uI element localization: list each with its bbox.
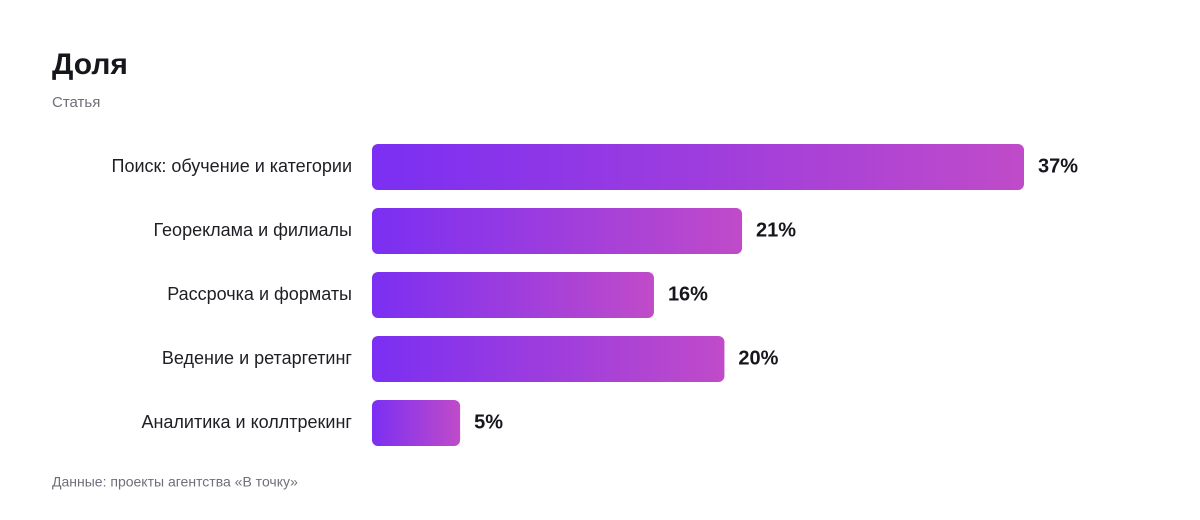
source-note: Данные: проекты агентства «В точку» bbox=[52, 474, 298, 490]
bar bbox=[372, 208, 743, 254]
category-label: Рассрочка и форматы bbox=[167, 284, 352, 304]
category-label: Ведение и ретаргетинг bbox=[162, 348, 353, 368]
value-label: 21% bbox=[756, 219, 796, 241]
value-label: 5% bbox=[474, 411, 503, 433]
bar bbox=[372, 144, 1024, 190]
value-label: 20% bbox=[738, 347, 778, 369]
bar bbox=[372, 272, 654, 318]
category-label: Геореклама и филиалы bbox=[154, 220, 353, 240]
bar bbox=[372, 336, 725, 382]
value-label: 16% bbox=[668, 283, 708, 305]
chart-subtitle: Статья bbox=[52, 94, 100, 111]
value-label: 37% bbox=[1038, 155, 1078, 177]
bar bbox=[372, 400, 461, 446]
category-label: Аналитика и коллтрекинг bbox=[141, 412, 352, 432]
category-label: Поиск: обучение и категории bbox=[112, 156, 353, 176]
chart-title: Доля bbox=[52, 48, 128, 81]
